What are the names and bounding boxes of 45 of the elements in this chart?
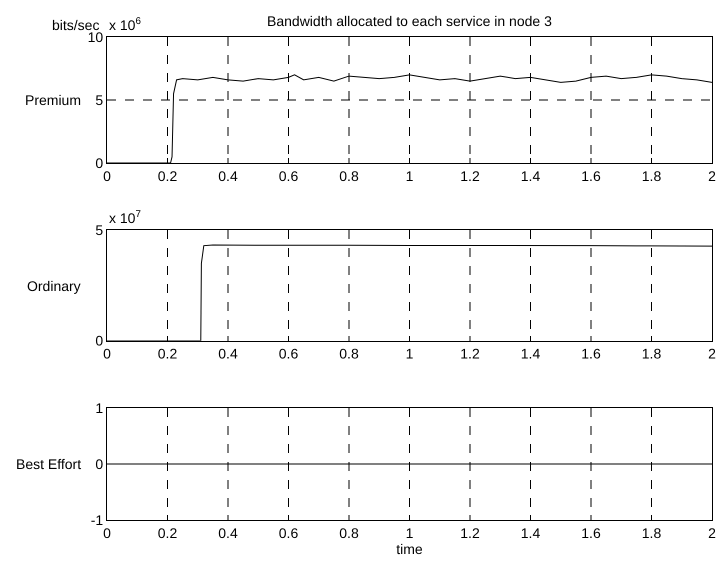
x-tick-label: 1.6 <box>581 346 601 362</box>
x-tick-label: 1.8 <box>642 168 662 184</box>
x-tick-label: 2 <box>708 524 716 541</box>
x-tick-label: 0.2 <box>158 168 178 184</box>
x-tick-label: 0.2 <box>158 346 178 362</box>
y-tick-label: 0 <box>95 154 104 171</box>
y-axis-title: Best Effort <box>16 456 82 472</box>
x-tick-label: 0.8 <box>339 346 359 362</box>
y-axis-title: Ordinary <box>27 278 81 294</box>
y-tick-label: -1 <box>90 512 104 528</box>
x-tick-label: 0.8 <box>339 524 359 541</box>
x-tick-label: 2 <box>708 168 716 184</box>
x-tick-label: 1.2 <box>460 168 480 184</box>
text: x 10$^{6}$ <box>109 16 142 33</box>
x-tick-label: 1 <box>406 168 414 184</box>
x-tick-label: 1.4 <box>520 168 540 184</box>
x-tick-label: 0.6 <box>278 168 298 184</box>
text: bits/sec <box>52 17 100 33</box>
x-tick-label: 1.4 <box>520 524 540 541</box>
x-tick-label: 0.6 <box>278 346 298 362</box>
x-tick-label: 1.6 <box>581 524 601 541</box>
x-tick-label: 1.8 <box>642 524 662 541</box>
x-tick-label: 1 <box>406 524 414 541</box>
x-tick-label: 1.2 <box>460 524 480 541</box>
y-tick-label: 1 <box>95 400 104 416</box>
y-tick-label: 5 <box>95 222 104 238</box>
y-tick-label: 0 <box>95 456 104 472</box>
chart-title: Bandwidth allocated to each service in node 3 <box>267 13 552 29</box>
x-axis-title: time <box>396 541 423 558</box>
x-tick-label: 0.8 <box>339 168 359 184</box>
y-tick-label: 5 <box>95 92 104 108</box>
x-tick-label: 1.2 <box>460 346 480 362</box>
text: x 10$^{7}$ <box>109 209 141 226</box>
x-tick-label: 0.4 <box>218 524 238 541</box>
x-tick-label: 2 <box>708 346 716 362</box>
x-tick-label: 1.8 <box>642 346 662 362</box>
x-tick-label: 1.4 <box>520 346 540 362</box>
x-tick-label: 1 <box>406 346 414 362</box>
y-tick-label: 0 <box>95 332 104 349</box>
x-tick-label: 1.6 <box>581 168 601 184</box>
x-tick-label: 0.6 <box>278 524 298 541</box>
x-tick-label: 0.2 <box>158 524 178 541</box>
x-tick-label: 0.4 <box>218 346 238 362</box>
y-axis-title: Premium <box>25 92 82 108</box>
x-tick-label: 0.4 <box>218 168 238 184</box>
